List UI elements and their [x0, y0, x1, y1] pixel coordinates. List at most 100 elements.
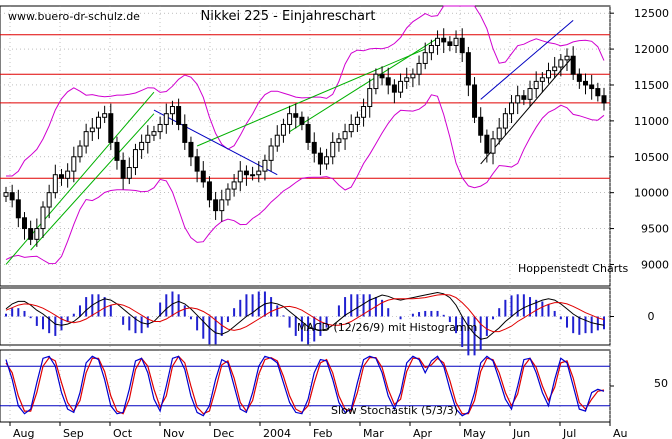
- macd-signal-line: [5, 293, 605, 333]
- candle-body: [459, 37, 465, 54]
- candle-body: [509, 102, 515, 115]
- candle-body: [145, 134, 151, 143]
- candle-body: [231, 181, 237, 190]
- chart-title: Nikkei 225 - Einjahreschart: [201, 9, 376, 24]
- price-tick-label: 12000: [634, 43, 669, 56]
- month-label: Feb: [313, 427, 332, 439]
- candle-body: [206, 181, 212, 201]
- candle-body: [484, 134, 490, 154]
- candle-body: [34, 228, 40, 240]
- month-label: 2004: [263, 427, 291, 439]
- candle-body: [163, 113, 169, 125]
- candle-body: [583, 80, 589, 86]
- candle-body: [336, 138, 342, 143]
- candle-body: [225, 188, 231, 201]
- candle-body: [77, 145, 83, 158]
- month-label: May: [463, 427, 486, 439]
- stochastic-50-tick: 50: [654, 377, 668, 390]
- macd-line: [5, 291, 605, 340]
- candle-body: [46, 192, 52, 208]
- candle-body: [564, 55, 570, 61]
- candle-body: [274, 134, 280, 147]
- candle-body: [21, 217, 27, 230]
- trendline-black: [480, 55, 574, 165]
- candle-body: [539, 77, 545, 82]
- month-label: Apr: [413, 427, 433, 439]
- candle-body: [108, 113, 114, 143]
- candle-body: [428, 44, 434, 54]
- price-tick-label: 10500: [634, 151, 669, 164]
- candle-body: [478, 116, 484, 136]
- candle-body: [354, 116, 360, 125]
- candle-body: [126, 167, 132, 179]
- trendline-green: [30, 113, 155, 251]
- candle-body: [102, 113, 108, 118]
- candle-body: [416, 62, 422, 75]
- candle-body: [293, 113, 299, 118]
- month-label: Aug: [13, 427, 34, 439]
- candle-body: [194, 156, 200, 172]
- candle-body: [182, 123, 188, 143]
- candle-body: [496, 127, 502, 140]
- candle-body: [65, 170, 71, 179]
- candle-body: [472, 84, 478, 118]
- candle-body: [58, 174, 64, 179]
- price-tick-label: 10000: [634, 187, 669, 200]
- candle-body: [169, 106, 175, 115]
- candle-body: [502, 113, 508, 129]
- candle-body: [157, 123, 163, 133]
- candle-body: [52, 174, 58, 194]
- candle-body: [299, 116, 305, 125]
- candle-body: [280, 123, 286, 136]
- price-panel: [0, 5, 611, 287]
- month-label: Dec: [213, 427, 234, 439]
- candle-body: [330, 141, 336, 158]
- candle-body: [200, 170, 206, 183]
- watermark-url: www.buero-dr-schulz.de: [8, 10, 140, 23]
- candle-body: [601, 95, 607, 104]
- candle-body: [398, 80, 404, 93]
- price-tick-label: 11500: [634, 79, 669, 92]
- candle-body: [342, 131, 348, 140]
- macd-label: MACD (12/26/9) mit Histogramm: [297, 321, 477, 334]
- candle-body: [83, 131, 89, 147]
- candle-body: [422, 52, 428, 64]
- month-label: Nov: [163, 427, 185, 439]
- candle-body: [237, 170, 243, 183]
- candle-body: [305, 123, 311, 143]
- stochastic-k-line: [5, 355, 605, 417]
- price-tick-label: 11000: [634, 115, 669, 128]
- candle-body: [527, 88, 533, 100]
- candle-body: [576, 73, 582, 82]
- bollinger-upper: [6, 5, 605, 177]
- candle-body: [589, 84, 595, 90]
- candle-body: [410, 73, 416, 79]
- candle-body: [114, 141, 120, 161]
- stochastic-panel: [0, 349, 611, 423]
- candle-body: [546, 70, 552, 79]
- candle-body: [71, 156, 77, 172]
- candle-body: [250, 174, 256, 177]
- month-label: Oct: [113, 427, 133, 439]
- candle-body: [176, 106, 182, 125]
- candle-body: [367, 88, 373, 108]
- candle-body: [9, 192, 15, 201]
- candle-body: [324, 156, 330, 165]
- candle-body: [132, 149, 138, 169]
- trendline-blue: [153, 109, 278, 176]
- month-label: Jun: [512, 427, 530, 439]
- candle-body: [188, 141, 194, 158]
- trendline-blue: [480, 19, 574, 100]
- candle-body: [40, 206, 46, 230]
- candle-body: [453, 37, 459, 46]
- candle-body: [268, 145, 274, 161]
- candle-body: [558, 59, 564, 68]
- candle-body: [151, 131, 157, 136]
- candle-body: [256, 170, 262, 176]
- macd-zero-tick: 0: [648, 310, 655, 323]
- month-label: Mar: [363, 427, 384, 439]
- candle-body: [570, 55, 576, 75]
- stochastic-d-line: [5, 355, 605, 415]
